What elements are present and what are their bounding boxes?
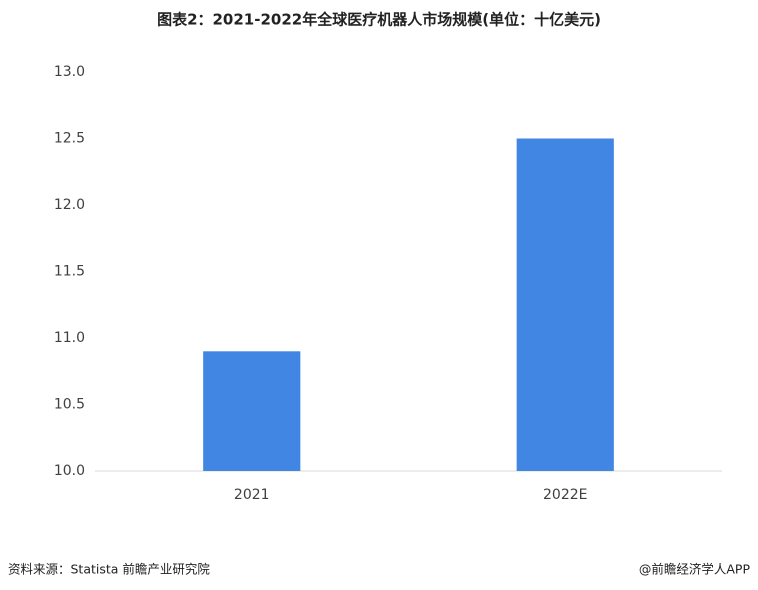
credit: @前瞻经济学人APP (639, 562, 751, 577)
y-tick-label: 11.5 (54, 264, 85, 280)
y-tick-label: 12.0 (54, 197, 85, 213)
x-tick-label: 2022E (543, 487, 587, 503)
bar (516, 138, 614, 471)
source-note: 资料来源：Statista 前瞻产业研究院 (8, 562, 210, 577)
y-tick-label: 11.0 (54, 330, 85, 346)
x-tick-label: 2021 (234, 487, 270, 503)
y-tick-label: 13.0 (54, 64, 85, 80)
bar (203, 351, 301, 471)
chart-title: 图表2：2021-2022年全球医疗机器人市场规模(单位：十亿美元) (157, 11, 601, 29)
y-tick-label: 10.5 (54, 397, 85, 413)
y-tick-label: 10.0 (54, 463, 85, 479)
y-tick-label: 12.5 (54, 131, 85, 147)
